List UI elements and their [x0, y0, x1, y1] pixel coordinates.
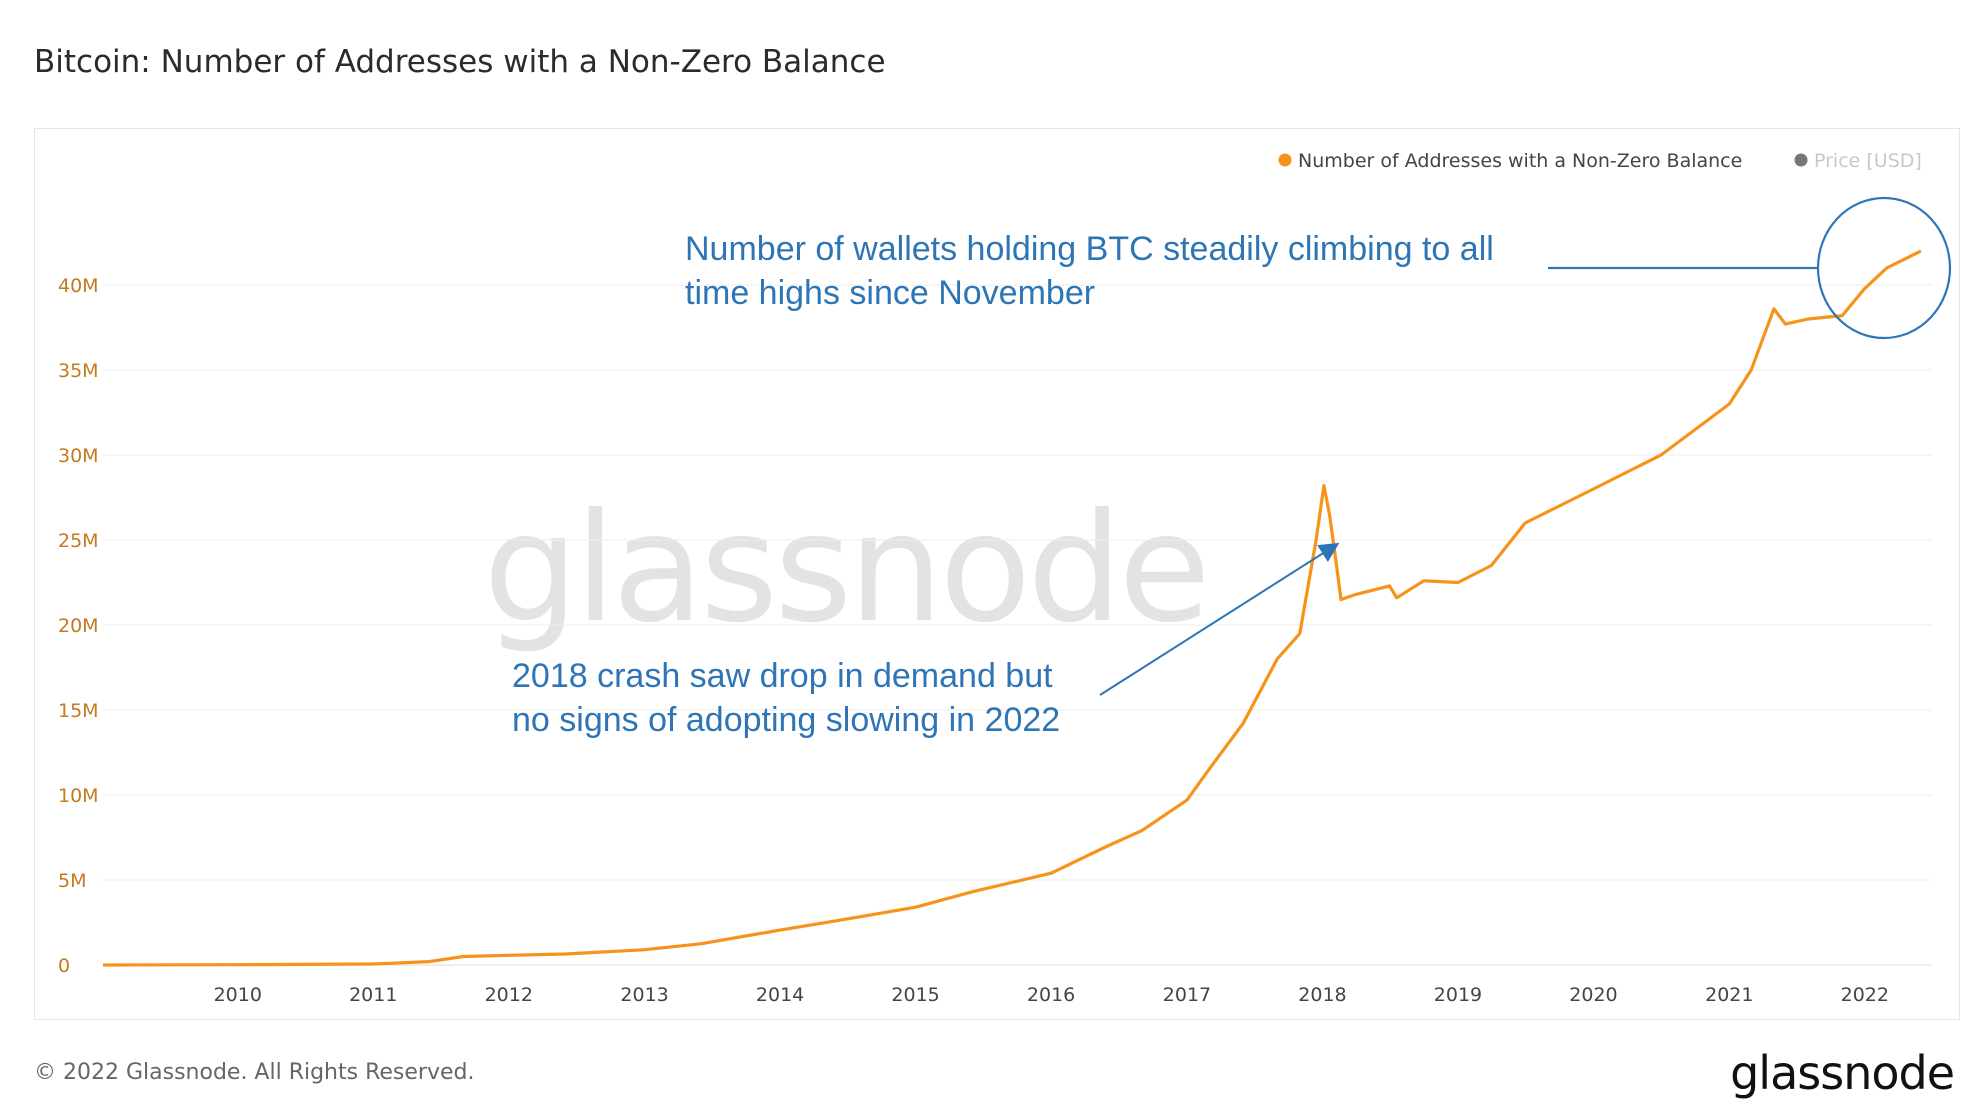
x-tick-label: 2014 — [756, 984, 804, 1006]
x-tick-label: 2022 — [1841, 984, 1889, 1006]
x-tick-label: 2013 — [620, 984, 668, 1006]
y-tick-label: 25M — [58, 530, 99, 552]
annotation-mid-line2: no signs of adopting slowing in 2022 — [512, 701, 1060, 739]
x-tick-label: 2020 — [1569, 984, 1617, 1006]
y-tick-label: 40M — [58, 275, 99, 297]
y-tick-label: 0 — [58, 955, 70, 977]
x-tick-label: 2018 — [1298, 984, 1346, 1006]
annotation-top-line1: Number of wallets holding BTC steadily c… — [685, 230, 1494, 268]
y-tick-label: 30M — [58, 445, 99, 467]
y-tick-label: 5M — [58, 870, 86, 892]
annotation-highlight-circle — [1816, 196, 1952, 340]
chart-frame — [34, 128, 1960, 1020]
legend-marker-addresses — [1278, 153, 1292, 167]
y-tick-label: 10M — [58, 785, 99, 807]
y-tick-label: 20M — [58, 615, 99, 637]
x-tick-label: 2011 — [349, 984, 397, 1006]
y-tick-label: 35M — [58, 360, 99, 382]
annotation-top-line2: time highs since November — [685, 274, 1095, 312]
y-tick-label: 15M — [58, 700, 99, 722]
annotation-mid-arrow — [1099, 542, 1340, 696]
chart-svg: glassnode 0 5M 10M 15M 20M 25M 30M 35M 40M 2010 2… — [58, 150, 1952, 1006]
legend-label-addresses[interactable]: Number of Addresses with a Non-Zero Bala… — [1298, 150, 1742, 172]
annotation-mid-line1: 2018 crash saw drop in demand but — [512, 657, 1053, 695]
x-tick-label: 2012 — [485, 984, 533, 1006]
x-tick-label: 2017 — [1163, 984, 1211, 1006]
x-tick-label: 2015 — [891, 984, 939, 1006]
x-tick-label: 2016 — [1027, 984, 1075, 1006]
legend: Number of Addresses with a Non-Zero Bala… — [1278, 150, 1922, 172]
glassnode-logo[interactable]: glassnode — [1730, 1046, 1955, 1100]
watermark: glassnode — [483, 482, 1206, 656]
legend-label-price[interactable]: Price [USD] — [1814, 150, 1922, 172]
copyright-footer: © 2022 Glassnode. All Rights Reserved. — [34, 1060, 475, 1085]
x-tick-label: 2010 — [214, 984, 262, 1006]
series-line — [102, 249, 1922, 967]
chart-title: Bitcoin: Number of Addresses with a Non-… — [34, 44, 886, 80]
legend-marker-price — [1794, 153, 1808, 167]
x-tick-label: 2021 — [1705, 984, 1753, 1006]
x-tick-label: 2019 — [1434, 984, 1482, 1006]
